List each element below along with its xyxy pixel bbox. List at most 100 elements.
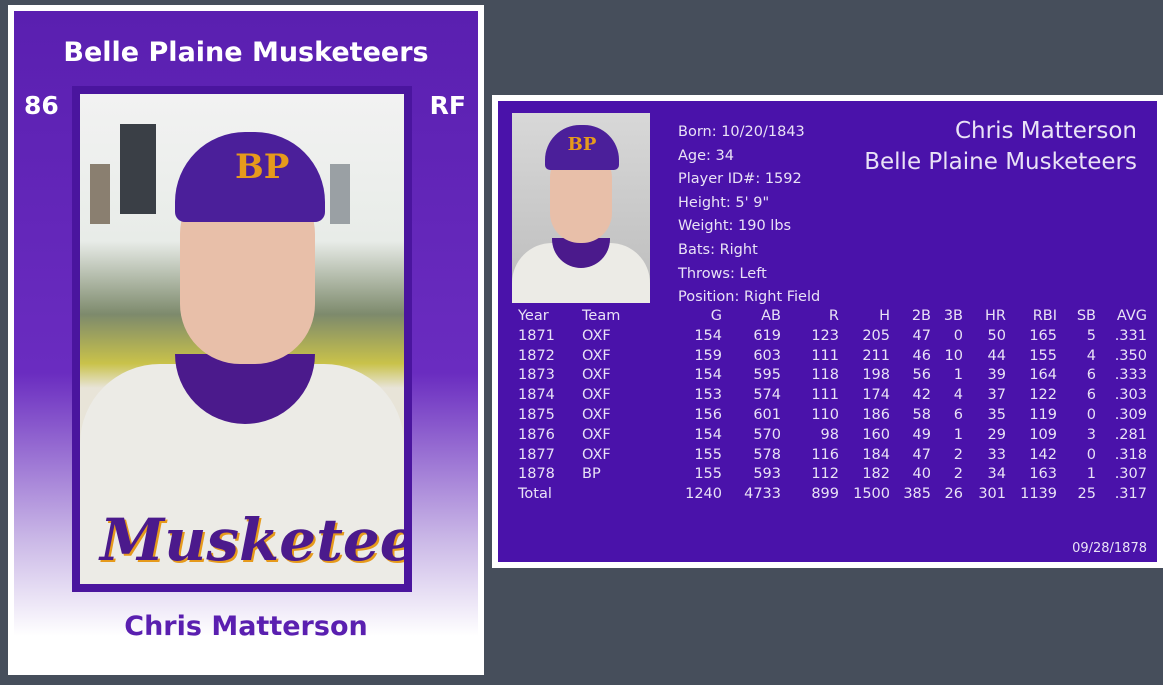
stats-cell-r: 98	[820, 426, 839, 443]
stats-row: 1872 OXF 159 603 111 211 46 10 44 155 4 .350	[512, 347, 1147, 367]
stats-cell-h: 205	[862, 327, 890, 344]
stats-cell-g: 154	[694, 426, 722, 443]
stats-cell-3b: 6	[953, 406, 963, 423]
stats-cell-avg: .281	[1114, 426, 1147, 443]
stats-cell-h: 182	[862, 466, 890, 483]
back-header: Chris Matterson Belle Plaine Musketeers	[864, 116, 1137, 178]
stats-cell-year: 1872	[518, 347, 555, 364]
stats-cell-ab: 601	[753, 406, 781, 423]
skyline-building	[330, 164, 350, 224]
stats-cell-3b: 10	[944, 347, 963, 364]
player-rating: 86	[24, 91, 59, 120]
stats-cell-avg: .307	[1114, 466, 1147, 483]
stats-cell-2b: 385	[903, 486, 931, 503]
stats-cell-rbi: 1139	[1020, 486, 1057, 503]
stats-cell-avg: .318	[1114, 446, 1147, 463]
stats-cell-hr: 50	[987, 327, 1006, 344]
stats-cell-ab: 574	[753, 387, 781, 404]
stats-cell-g: 156	[694, 406, 722, 423]
stats-cell-year: 1873	[518, 367, 555, 384]
stats-cell-ab: 4733	[744, 486, 781, 503]
bio-height: Height: 5' 9"	[678, 194, 770, 211]
stats-row: 1877 OXF 155 578 116 184 47 2 33 142 0 .318	[512, 446, 1147, 466]
stats-cell-r: 110	[811, 406, 839, 423]
bio-player-id: Player ID#: 1592	[678, 171, 802, 188]
stats-cell-sb: 0	[1086, 446, 1096, 463]
stats-cell-year: 1878	[518, 466, 555, 483]
stats-cell-hr: 39	[987, 367, 1006, 384]
stats-cell-year: Total	[518, 486, 552, 503]
stats-header-rbi: RBI	[1032, 308, 1057, 324]
player-photo-frame: BP Musketeers	[72, 86, 412, 592]
stats-cell-g: 155	[694, 446, 722, 463]
stats-cell-avg: .350	[1114, 347, 1147, 364]
stats-cell-g: 1240	[685, 486, 722, 503]
stats-cell-g: 159	[694, 347, 722, 364]
stats-cell-avg: .309	[1114, 406, 1147, 423]
stats-cell-team: OXF	[582, 327, 611, 344]
stats-cell-ab: 578	[753, 446, 781, 463]
stats-cell-r: 116	[811, 446, 839, 463]
stats-cell-2b: 42	[912, 387, 931, 404]
stats-cell-ab: 570	[753, 426, 781, 443]
skyline-building	[120, 124, 156, 214]
skyline-building	[90, 164, 110, 224]
stats-cell-rbi: 119	[1029, 406, 1057, 423]
stats-cell-g: 154	[694, 367, 722, 384]
stats-row: 1874 OXF 153 574 111 174 42 4 37 122 6 .303	[512, 386, 1147, 406]
bio-bats: Bats: Right	[678, 241, 758, 258]
stats-cell-year: 1871	[518, 327, 555, 344]
player-photo: BP Musketeers	[80, 94, 404, 584]
bio-age: Age: 34	[678, 147, 734, 164]
stats-cell-team: OXF	[582, 387, 611, 404]
stats-cell-team: OXF	[582, 347, 611, 364]
stats-cell-team: BP	[582, 466, 601, 483]
player-card-back[interactable]: BP Born: 10/20/1843 Age: 34 Player ID#: …	[492, 95, 1163, 568]
stats-cell-3b: 26	[944, 486, 963, 503]
stats-row: 1871 OXF 154 619 123 205 47 0 50 165 5 .331	[512, 327, 1147, 347]
stats-header-team: Team	[582, 308, 621, 324]
card-front-panel: Belle Plaine Musketeers 86 RF BP Muskete…	[14, 11, 478, 669]
card-date: 09/28/1878	[1072, 541, 1147, 556]
stats-cell-avg: .331	[1114, 327, 1147, 344]
stats-cell-r: 899	[811, 486, 839, 503]
stats-cell-2b: 49	[912, 426, 931, 443]
stats-cell-h: 184	[862, 446, 890, 463]
stats-cell-2b: 58	[912, 406, 931, 423]
stats-cell-h: 198	[862, 367, 890, 384]
stats-cell-2b: 47	[912, 446, 931, 463]
stats-cell-3b: 1	[953, 426, 963, 443]
stats-header-3b: 3B	[943, 308, 963, 324]
stats-cell-hr: 37	[987, 387, 1006, 404]
stats-cell-rbi: 109	[1029, 426, 1057, 443]
stats-cell-team: OXF	[582, 406, 611, 423]
stats-cell-sb: 6	[1086, 387, 1096, 404]
stats-cell-hr: 35	[987, 406, 1006, 423]
stats-header-sb: SB	[1076, 308, 1096, 324]
card-back-panel: BP Born: 10/20/1843 Age: 34 Player ID#: …	[498, 101, 1157, 562]
cap-logo: BP	[235, 147, 290, 187]
player-card-front[interactable]: Belle Plaine Musketeers 86 RF BP Muskete…	[8, 5, 484, 675]
front-team-name: Belle Plaine Musketeers	[63, 37, 429, 68]
stats-cell-sb: 1	[1086, 466, 1096, 483]
back-team-name: Belle Plaine Musketeers	[864, 149, 1137, 175]
stats-cell-year: 1874	[518, 387, 555, 404]
cap: BP	[175, 132, 325, 222]
stats-cell-avg: .317	[1114, 486, 1147, 503]
stats-cell-sb: 3	[1086, 426, 1096, 443]
stats-cell-ab: 619	[753, 327, 781, 344]
stats-cell-h: 1500	[853, 486, 890, 503]
bio-position: Position: Right Field	[678, 289, 821, 306]
bio-throws: Throws: Left	[678, 265, 767, 282]
stats-cell-team: OXF	[582, 367, 611, 384]
player-bio: Born: 10/20/1843 Age: 34 Player ID#: 159…	[678, 121, 820, 310]
stats-header-row: Year Team G AB R H 2B 3B HR RBI SB AVG	[512, 307, 1147, 327]
stats-cell-3b: 1	[953, 367, 963, 384]
stats-cell-g: 153	[694, 387, 722, 404]
stats-cell-year: 1875	[518, 406, 555, 423]
stats-cell-hr: 34	[987, 466, 1006, 483]
stats-cell-g: 155	[694, 466, 722, 483]
stats-cell-avg: .303	[1114, 387, 1147, 404]
stats-cell-2b: 46	[912, 347, 931, 364]
stats-cell-ab: 593	[753, 466, 781, 483]
